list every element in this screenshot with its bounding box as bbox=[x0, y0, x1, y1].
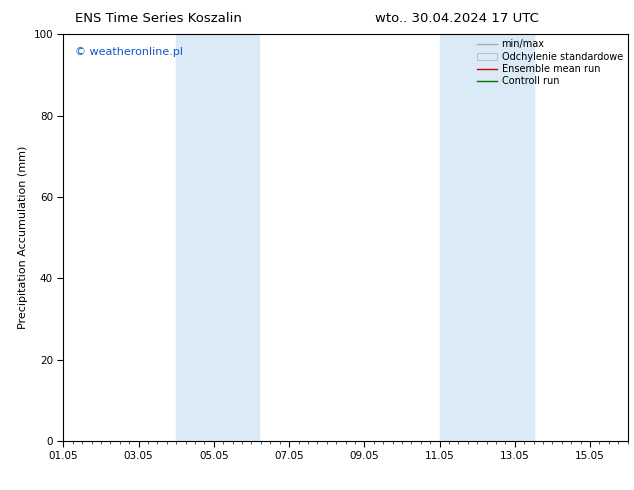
Text: wto.. 30.04.2024 17 UTC: wto.. 30.04.2024 17 UTC bbox=[375, 12, 538, 25]
Y-axis label: Precipitation Accumulation (mm): Precipitation Accumulation (mm) bbox=[18, 146, 28, 329]
Text: © weatheronline.pl: © weatheronline.pl bbox=[75, 47, 183, 56]
Bar bbox=[176, 34, 259, 441]
Legend: min/max, Odchylenie standardowe, Ensemble mean run, Controll run: min/max, Odchylenie standardowe, Ensembl… bbox=[474, 36, 626, 89]
Bar bbox=[439, 34, 534, 441]
Text: ENS Time Series Koszalin: ENS Time Series Koszalin bbox=[75, 12, 242, 25]
